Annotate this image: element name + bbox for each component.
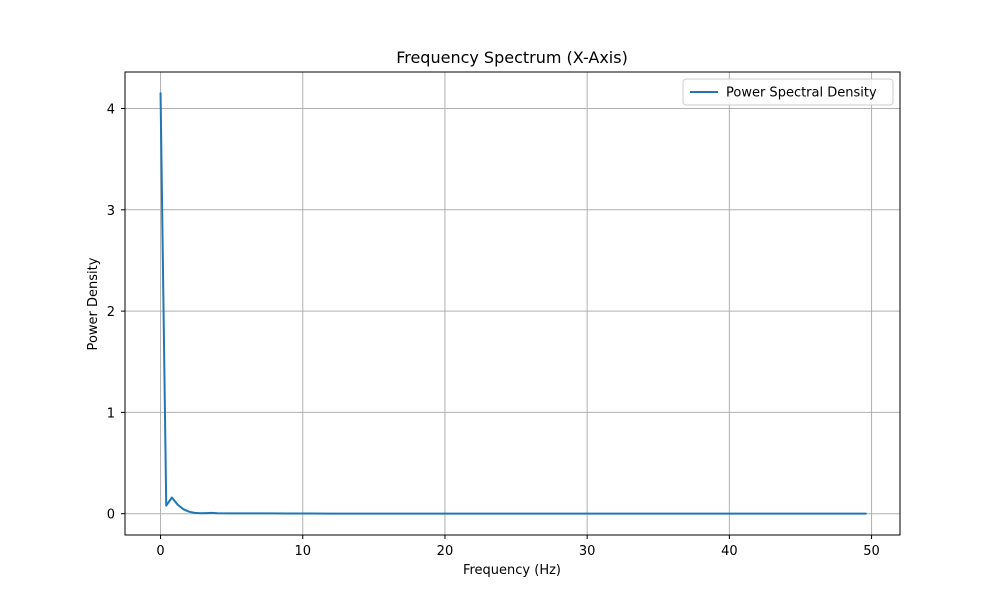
x-tick-label: 20 — [437, 544, 454, 559]
grid — [125, 72, 900, 535]
legend: Power Spectral Density — [682, 78, 894, 106]
y-axis-label: Power Density — [86, 257, 101, 350]
y-axis: 0 1 2 3 4 — [107, 102, 125, 523]
y-tick-label: 3 — [107, 204, 115, 219]
series-line-psd — [159, 92, 867, 515]
y-tick-label: 2 — [107, 305, 115, 320]
x-tick-label: 0 — [156, 544, 164, 559]
plot-area — [159, 92, 867, 515]
x-tick-label: 10 — [294, 544, 311, 559]
y-tick-label: 0 — [107, 508, 115, 523]
legend-entry: Power Spectral Density — [726, 86, 877, 101]
y-tick-label: 1 — [107, 406, 115, 421]
x-tick-label: 50 — [863, 544, 880, 559]
plot-frame — [124, 71, 901, 536]
x-tick-label: 40 — [721, 544, 738, 559]
x-axis-label: Frequency (Hz) — [463, 563, 561, 578]
legend-box — [682, 78, 894, 106]
y-tick-label: 4 — [107, 102, 115, 117]
x-axis: 0 10 20 30 40 50 — [156, 535, 880, 559]
x-tick-label: 30 — [579, 544, 596, 559]
chart-title: Frequency Spectrum (X-Axis) — [396, 48, 628, 67]
